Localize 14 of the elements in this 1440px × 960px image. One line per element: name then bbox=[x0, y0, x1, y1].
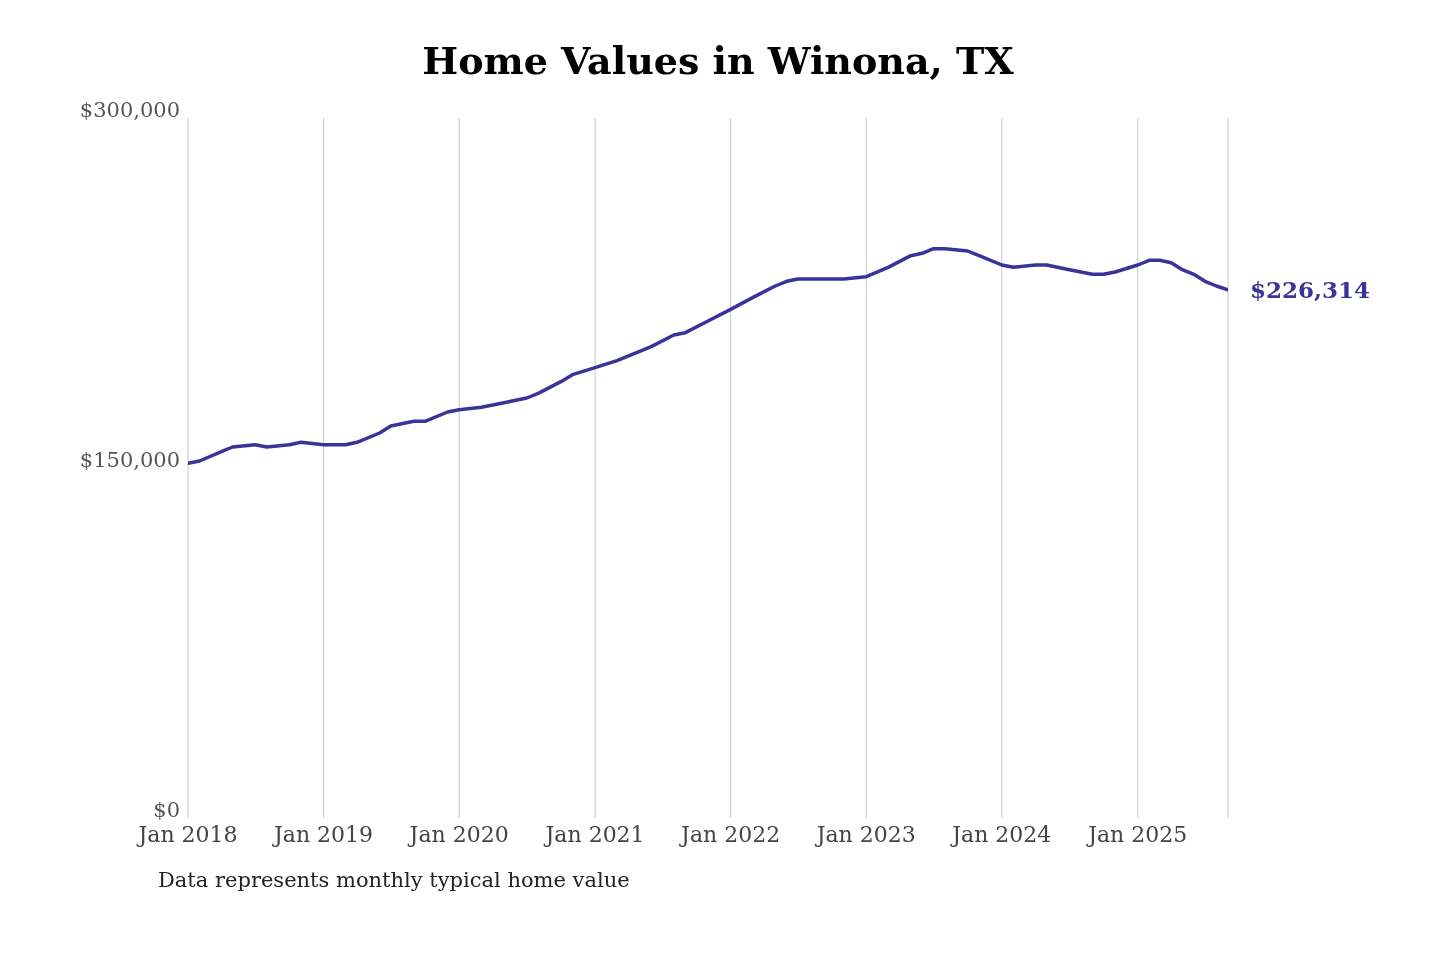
x-tick-label: Jan 2023 bbox=[814, 821, 916, 847]
y-tick-label: $300,000 bbox=[79, 98, 180, 123]
x-tick-label: Jan 2020 bbox=[407, 821, 509, 847]
x-tick-label: Jan 2018 bbox=[136, 821, 238, 847]
chart-title: Home Values in Winona, TX bbox=[421, 37, 1015, 85]
annotation: $226,314 bbox=[1250, 276, 1371, 304]
y-tick-label: $150,000 bbox=[79, 448, 180, 473]
x-tick-label: Jan 2021 bbox=[543, 821, 645, 847]
x-tick-label: Jan 2019 bbox=[272, 821, 374, 847]
y-tick-label: $0 bbox=[153, 798, 180, 823]
text: Data represents monthly typical home value bbox=[158, 868, 631, 892]
x-tick-label: Jan 2022 bbox=[679, 821, 781, 847]
x-tick-label: Jan 2025 bbox=[1086, 821, 1188, 847]
x-tick-label: Jan 2024 bbox=[950, 821, 1052, 847]
